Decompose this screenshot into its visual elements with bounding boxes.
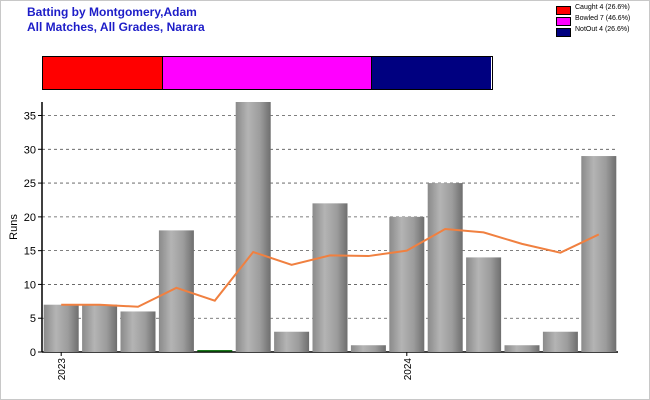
y-tick-label: 0: [30, 347, 36, 359]
dismissal-segment-notout: [371, 57, 492, 89]
legend-label-bowled: Bowled 7 (46.6%): [575, 15, 631, 22]
bar: [466, 257, 502, 352]
y-tick-label: 35: [24, 111, 36, 123]
legend-swatch-notout: [556, 28, 571, 37]
bar: [312, 203, 348, 352]
bar: [350, 345, 386, 352]
bar: [581, 156, 617, 352]
bar: [235, 102, 271, 352]
bar: [197, 350, 233, 352]
dismissal-segment-caught: [43, 57, 162, 89]
x-tick-label: 2024: [403, 358, 414, 381]
bar: [120, 311, 156, 352]
dismissal-bar: [42, 56, 493, 90]
average-line: [61, 228, 600, 308]
chart-title: Batting by Montgomery,Adam: [27, 5, 197, 19]
bar: [504, 345, 540, 352]
bar: [389, 216, 425, 352]
legend-swatch-bowled: [556, 17, 571, 26]
bar: [542, 331, 578, 352]
bar: [427, 183, 463, 352]
x-tick-label: 2023: [57, 358, 68, 381]
bar: [43, 304, 79, 352]
y-axis-label: Runs: [8, 214, 20, 240]
chart-subtitle: All Matches, All Grades, Narara: [27, 20, 205, 34]
legend-label-caught: Caught 4 (26.6%): [575, 4, 630, 11]
legend-swatch-caught: [556, 6, 571, 15]
bar: [274, 331, 310, 352]
y-tick-label: 10: [24, 279, 36, 291]
bar: [82, 304, 118, 352]
y-tick-label: 5: [30, 313, 36, 325]
y-tick-label: 30: [24, 144, 36, 156]
y-tick-label: 15: [24, 246, 36, 258]
y-tick-label: 25: [24, 178, 36, 190]
y-tick-label: 20: [24, 212, 36, 224]
dismissal-segment-bowled: [161, 57, 372, 89]
legend-label-notout: NotOut 4 (26.6%): [575, 26, 630, 33]
